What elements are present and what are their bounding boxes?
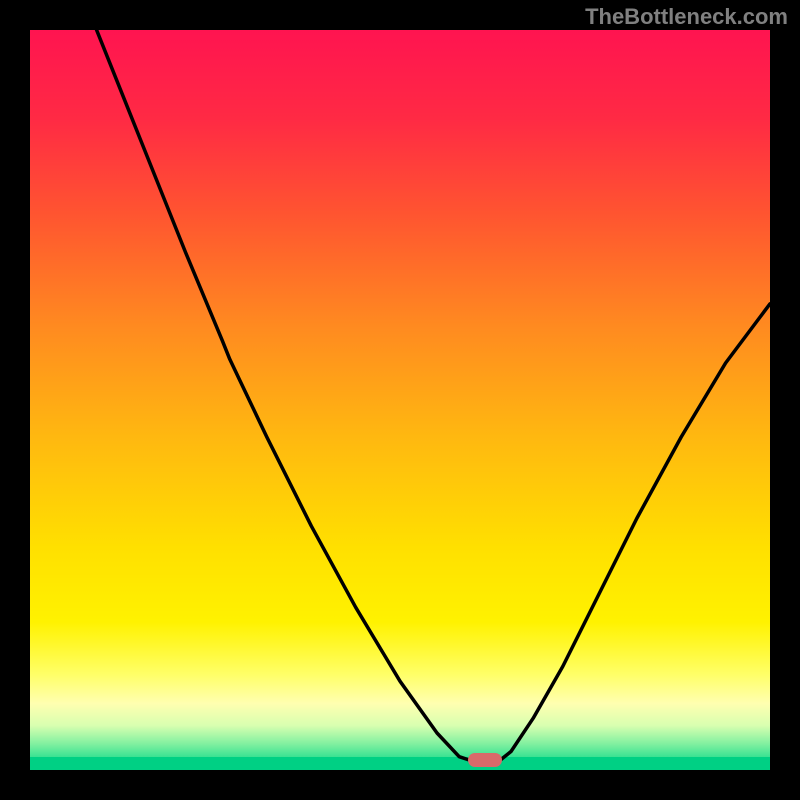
watermark-text: TheBottleneck.com: [585, 4, 788, 30]
plot-area: [30, 30, 770, 770]
curve-right-branch: [500, 304, 770, 761]
bottleneck-curve: [30, 30, 770, 770]
curve-left-branch: [97, 30, 471, 760]
chart-frame: TheBottleneck.com: [0, 0, 800, 800]
optimal-point-marker: [468, 753, 502, 767]
